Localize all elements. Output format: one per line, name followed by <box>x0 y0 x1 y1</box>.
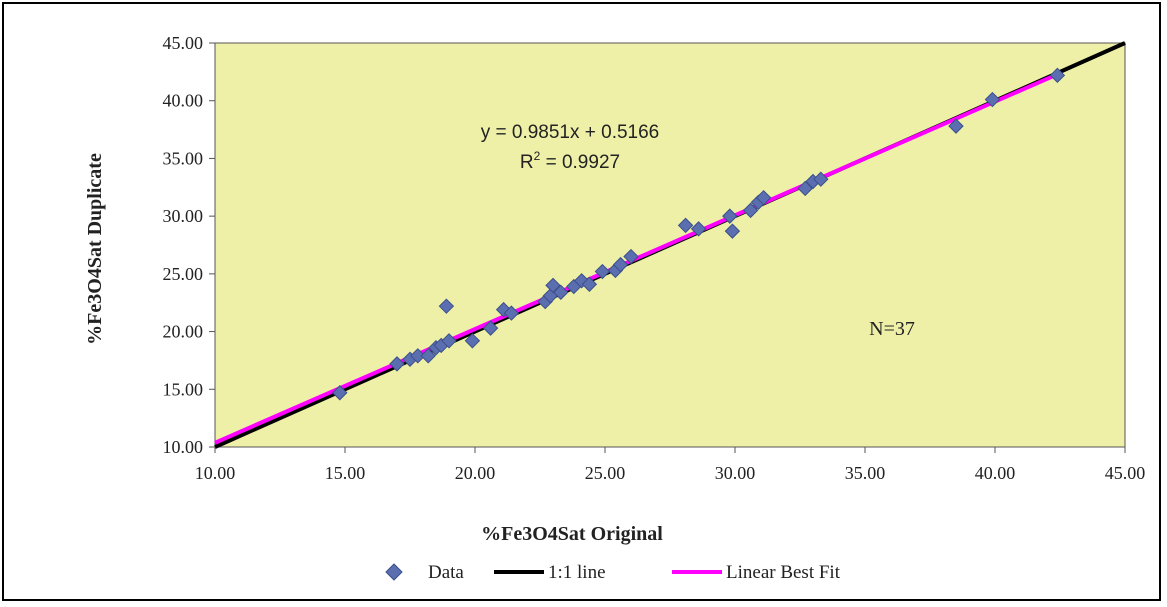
data-point <box>690 221 707 237</box>
x-tick-label: 15.00 <box>325 463 366 483</box>
data-point <box>389 356 405 372</box>
x-axis-title: %Fe3O4Sat Original <box>481 523 663 545</box>
x-tick-label: 35.00 <box>845 463 886 483</box>
r-squared-value: = 0.9927 <box>540 152 620 173</box>
x-tick-labels: 10.00 15.00 20.00 25.00 30.00 35.00 40.00 45.00 <box>195 463 1146 483</box>
regression-equation: y = 0.9851x + 0.5166 <box>481 122 660 143</box>
r-squared-prefix: R <box>520 152 534 173</box>
legend-bestfit-label: Linear Best Fit <box>726 562 841 583</box>
point-layer <box>332 67 1066 401</box>
axis-layer <box>209 42 1126 453</box>
data-point <box>813 171 829 187</box>
r-squared-superscript: 2 <box>534 149 541 163</box>
y-axis-title: %Fe3O4Sat Duplicate <box>84 153 106 345</box>
data-point <box>441 333 457 349</box>
legend-data-marker <box>385 563 403 581</box>
data-point <box>948 118 964 134</box>
data-point <box>724 223 741 239</box>
data-point <box>594 263 611 280</box>
legend-identity-label: 1:1 line <box>548 562 606 583</box>
data-point <box>1049 67 1066 84</box>
data-point <box>623 248 639 265</box>
data-point <box>797 180 813 197</box>
legend-data-label: Data <box>428 562 464 583</box>
y-tick-labels: 10.00 15.00 20.00 25.00 30.00 35.00 40.00 45.00 <box>163 33 204 457</box>
data-point <box>755 189 772 206</box>
r-squared: R2 = 0.9927 <box>520 149 620 173</box>
y-tick-label: 20.00 <box>163 322 204 342</box>
y-tick-label: 35.00 <box>163 148 204 168</box>
chart: 10.00 15.00 20.00 25.00 30.00 35.00 40.00 45.00… <box>84 33 1146 583</box>
x-tick-label: 20.00 <box>455 463 496 483</box>
x-tick-label: 10.00 <box>195 463 236 483</box>
y-tick-label: 10.00 <box>163 437 204 457</box>
y-tick-label: 40.00 <box>163 91 204 111</box>
data-point <box>464 333 481 349</box>
y-tick-label: 30.00 <box>163 206 204 226</box>
sample-count: N=37 <box>869 318 915 340</box>
data-point <box>545 277 561 294</box>
data-point <box>420 348 436 364</box>
data-point <box>410 348 426 364</box>
data-point <box>573 273 590 289</box>
y-tick-label: 15.00 <box>163 379 204 399</box>
data-point <box>612 256 629 273</box>
y-tick-label: 45.00 <box>163 33 204 53</box>
x-tick-label: 40.00 <box>975 463 1016 483</box>
y-tick-label: 25.00 <box>163 264 204 284</box>
data-point <box>503 305 520 321</box>
legend: Data 1:1 line Linear Best Fit <box>385 562 841 583</box>
data-point <box>332 385 348 401</box>
data-point <box>984 91 1001 108</box>
data-point <box>438 298 455 314</box>
data-point <box>581 276 598 292</box>
x-tick-label: 30.00 <box>715 463 756 483</box>
data-point <box>677 217 694 234</box>
data-point <box>482 320 499 336</box>
data-point <box>553 284 569 301</box>
x-tick-label: 25.00 <box>585 463 626 483</box>
data-point <box>722 208 738 224</box>
data-point <box>742 202 759 219</box>
x-tick-label: 45.00 <box>1105 463 1146 483</box>
